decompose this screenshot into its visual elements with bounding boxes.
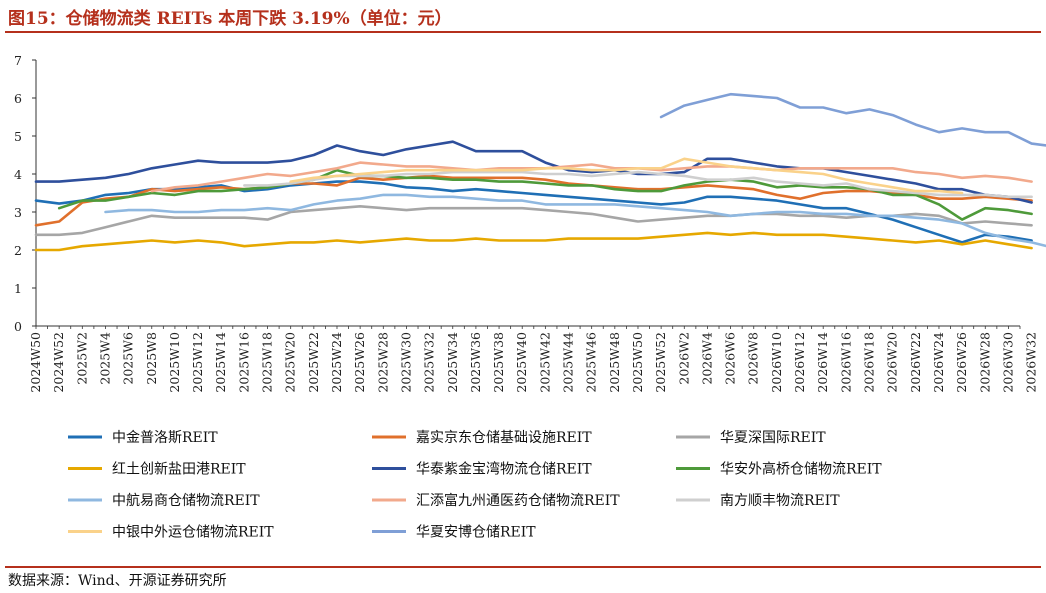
legend-label-2: 嘉实京东仓储基础设施REIT [416,429,592,446]
legend-label-4: 红土创新盐田港REIT [112,462,246,478]
legend-label-11: 华夏安博仓储REIT [416,524,536,541]
x-tick-label: 2026W24 [931,332,946,393]
x-tick-label: 2025W36 [468,332,483,393]
x-tick-label: 2025W20 [283,332,298,393]
x-tick-label: 2025W30 [398,332,413,393]
x-tick-label: 2025W10 [167,332,182,393]
y-tick-label: 1 [14,281,22,296]
y-tick-label: 3 [14,205,22,220]
series-line-8 [150,161,1033,193]
legend-label-5: 华泰紫金宝湾物流仓储REIT [416,461,592,478]
x-tick-label: 2026W28 [977,332,992,393]
x-tick-label: 2026W6 [723,332,738,385]
legend-label-9: 南方顺丰物流REIT [720,493,840,509]
y-tick-label: 7 [14,53,22,68]
y-tick-label: 6 [14,91,22,106]
legend-label-6: 华安外高桥仓储物流REIT [720,461,882,478]
x-tick-label: 2026W26 [954,332,969,393]
x-tick-label: 2024W52 [51,332,66,393]
x-tick-label: 2025W48 [607,332,622,393]
x-tick-label: 2026W2 [676,332,691,385]
x-tick-label: 2026W16 [838,332,853,393]
series-line-2 [34,174,1033,227]
legend-label-7: 中航易商仓储物流REIT [112,493,260,509]
x-tick-label: 2026W30 [1000,332,1015,393]
bottom-rule [5,566,1041,568]
x-tick-label: 2025W38 [491,332,506,393]
series-line-7 [104,193,1046,248]
x-tick-label: 2026W32 [1024,332,1039,393]
figure-title: 图15：仓储物流类 REITs 本周下跌 3.19%（单位：元） [8,9,452,29]
x-tick-label: 2025W6 [121,332,136,385]
legend-label-8: 汇添富九州通医药仓储物流REIT [416,492,620,509]
x-tick-label: 2025W18 [260,332,275,393]
x-tick-label: 2025W26 [352,332,367,393]
y-tick-label: 0 [14,319,22,334]
series-line-1 [34,180,1033,244]
series-line-10 [289,157,964,195]
x-tick-label: 2025W50 [630,332,645,393]
x-tick-label: 2026W8 [746,332,761,385]
x-tick-label: 2026W18 [862,332,877,393]
x-tick-label: 2025W14 [213,332,228,393]
x-tick-label: 2025W44 [561,332,576,393]
x-tick-label: 2026W4 [699,332,714,385]
legend-label-3: 华夏深国际REIT [720,430,826,446]
x-tick-label: 2026W10 [769,332,784,393]
x-tick-label: 2026W22 [908,332,923,393]
series-line-4 [34,231,1033,252]
x-tick-label: 2025W34 [445,332,460,393]
x-tick-label: 2025W32 [422,332,437,393]
x-tick-label: 2025W24 [329,332,344,393]
x-tick-label: 2026W14 [815,332,830,393]
x-tick-label: 2025W28 [375,332,390,393]
series-line-5 [34,140,1033,204]
series-line-9 [243,170,1033,199]
x-tick-label: 2025W16 [236,332,251,393]
legend-label-1: 中金普洛斯REIT [112,430,218,446]
x-tick-label: 2025W8 [144,332,159,385]
x-tick-label: 2025W46 [584,332,599,393]
y-tick-label: 5 [14,129,22,144]
x-tick-label: 2025W12 [190,332,205,393]
x-tick-label: 2026W20 [885,332,900,393]
x-tick-label: 2025W4 [97,332,112,385]
series-line-3 [34,205,1033,237]
series-line-11 [659,92,1046,147]
x-tick-label: 2025W2 [74,332,89,385]
x-tick-label: 2026W12 [792,332,807,393]
title-rule [5,31,1041,33]
x-tick-label: 2025W40 [514,332,529,393]
y-tick-label: 4 [14,167,22,182]
x-tick-label: 2025W52 [653,332,668,393]
legend-label-10: 中银中外运仓储物流REIT [112,525,274,541]
y-tick-label: 2 [14,243,22,258]
x-tick-label: 2025W42 [537,332,552,393]
x-tick-label: 2025W22 [306,332,321,393]
source-note: 数据来源：Wind、开源证券研究所 [8,573,227,589]
x-tick-label: 2024W50 [28,332,43,393]
